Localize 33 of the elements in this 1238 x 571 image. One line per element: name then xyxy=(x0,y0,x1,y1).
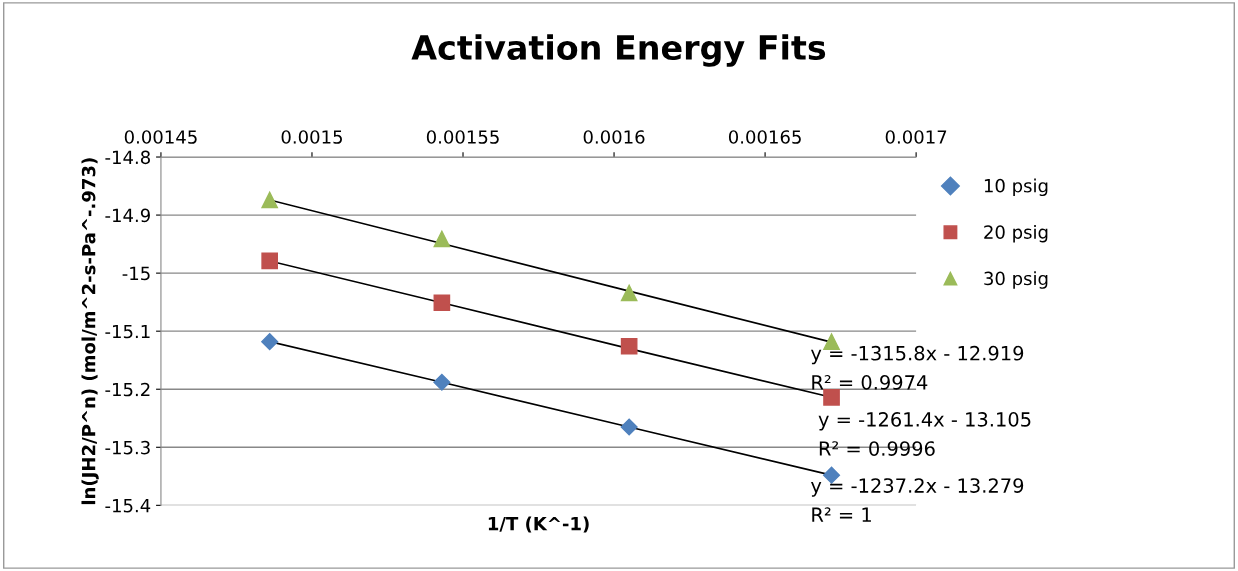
annotation: y = -1237.2x - 13.279 R² = 1 xyxy=(810,478,1024,522)
chart-title: Activation Energy Fits xyxy=(411,34,826,67)
y-axis-title: ln(JH2/P^n) (mol/m^2-s-Pa^-.973) xyxy=(81,158,99,505)
y-tick-label: -15.4 xyxy=(105,499,151,513)
x-tick-label: 0.00165 xyxy=(728,130,801,144)
point xyxy=(620,418,638,436)
x-tick-label: 0.0015 xyxy=(281,130,342,144)
x-tick-label: 0.00145 xyxy=(124,130,197,144)
point xyxy=(620,284,638,302)
point xyxy=(261,252,279,270)
y-tick-label: -14.8 xyxy=(105,150,150,165)
point xyxy=(822,466,841,484)
legend-label: 30 psig xyxy=(984,271,1048,289)
point xyxy=(433,294,451,312)
x-tick-label: 0.00155 xyxy=(426,130,499,144)
y-tick-label: -15 xyxy=(122,266,150,281)
x-axis-title: 1/T (K^-1) xyxy=(488,516,589,533)
point xyxy=(823,333,840,350)
x-tick-label: 0.0016 xyxy=(583,130,645,144)
point xyxy=(823,389,840,406)
y-tick-label: -15.2 xyxy=(105,382,150,397)
point xyxy=(620,337,638,355)
y-tick-label: -15.1 xyxy=(105,324,150,339)
point xyxy=(433,373,451,391)
y-tick-label: -14.9 xyxy=(105,208,150,223)
point xyxy=(433,230,451,248)
point xyxy=(261,333,279,351)
x-tick-label: 0.0017 xyxy=(885,130,947,144)
annotation: y = -1261.4x - 13.105 R² = 0.9996 xyxy=(818,412,1031,456)
legend-label: 20 psig xyxy=(984,224,1048,243)
point xyxy=(261,191,279,209)
y-tick-label: -15.3 xyxy=(105,440,150,455)
legend-label: 10 psig xyxy=(984,178,1048,197)
